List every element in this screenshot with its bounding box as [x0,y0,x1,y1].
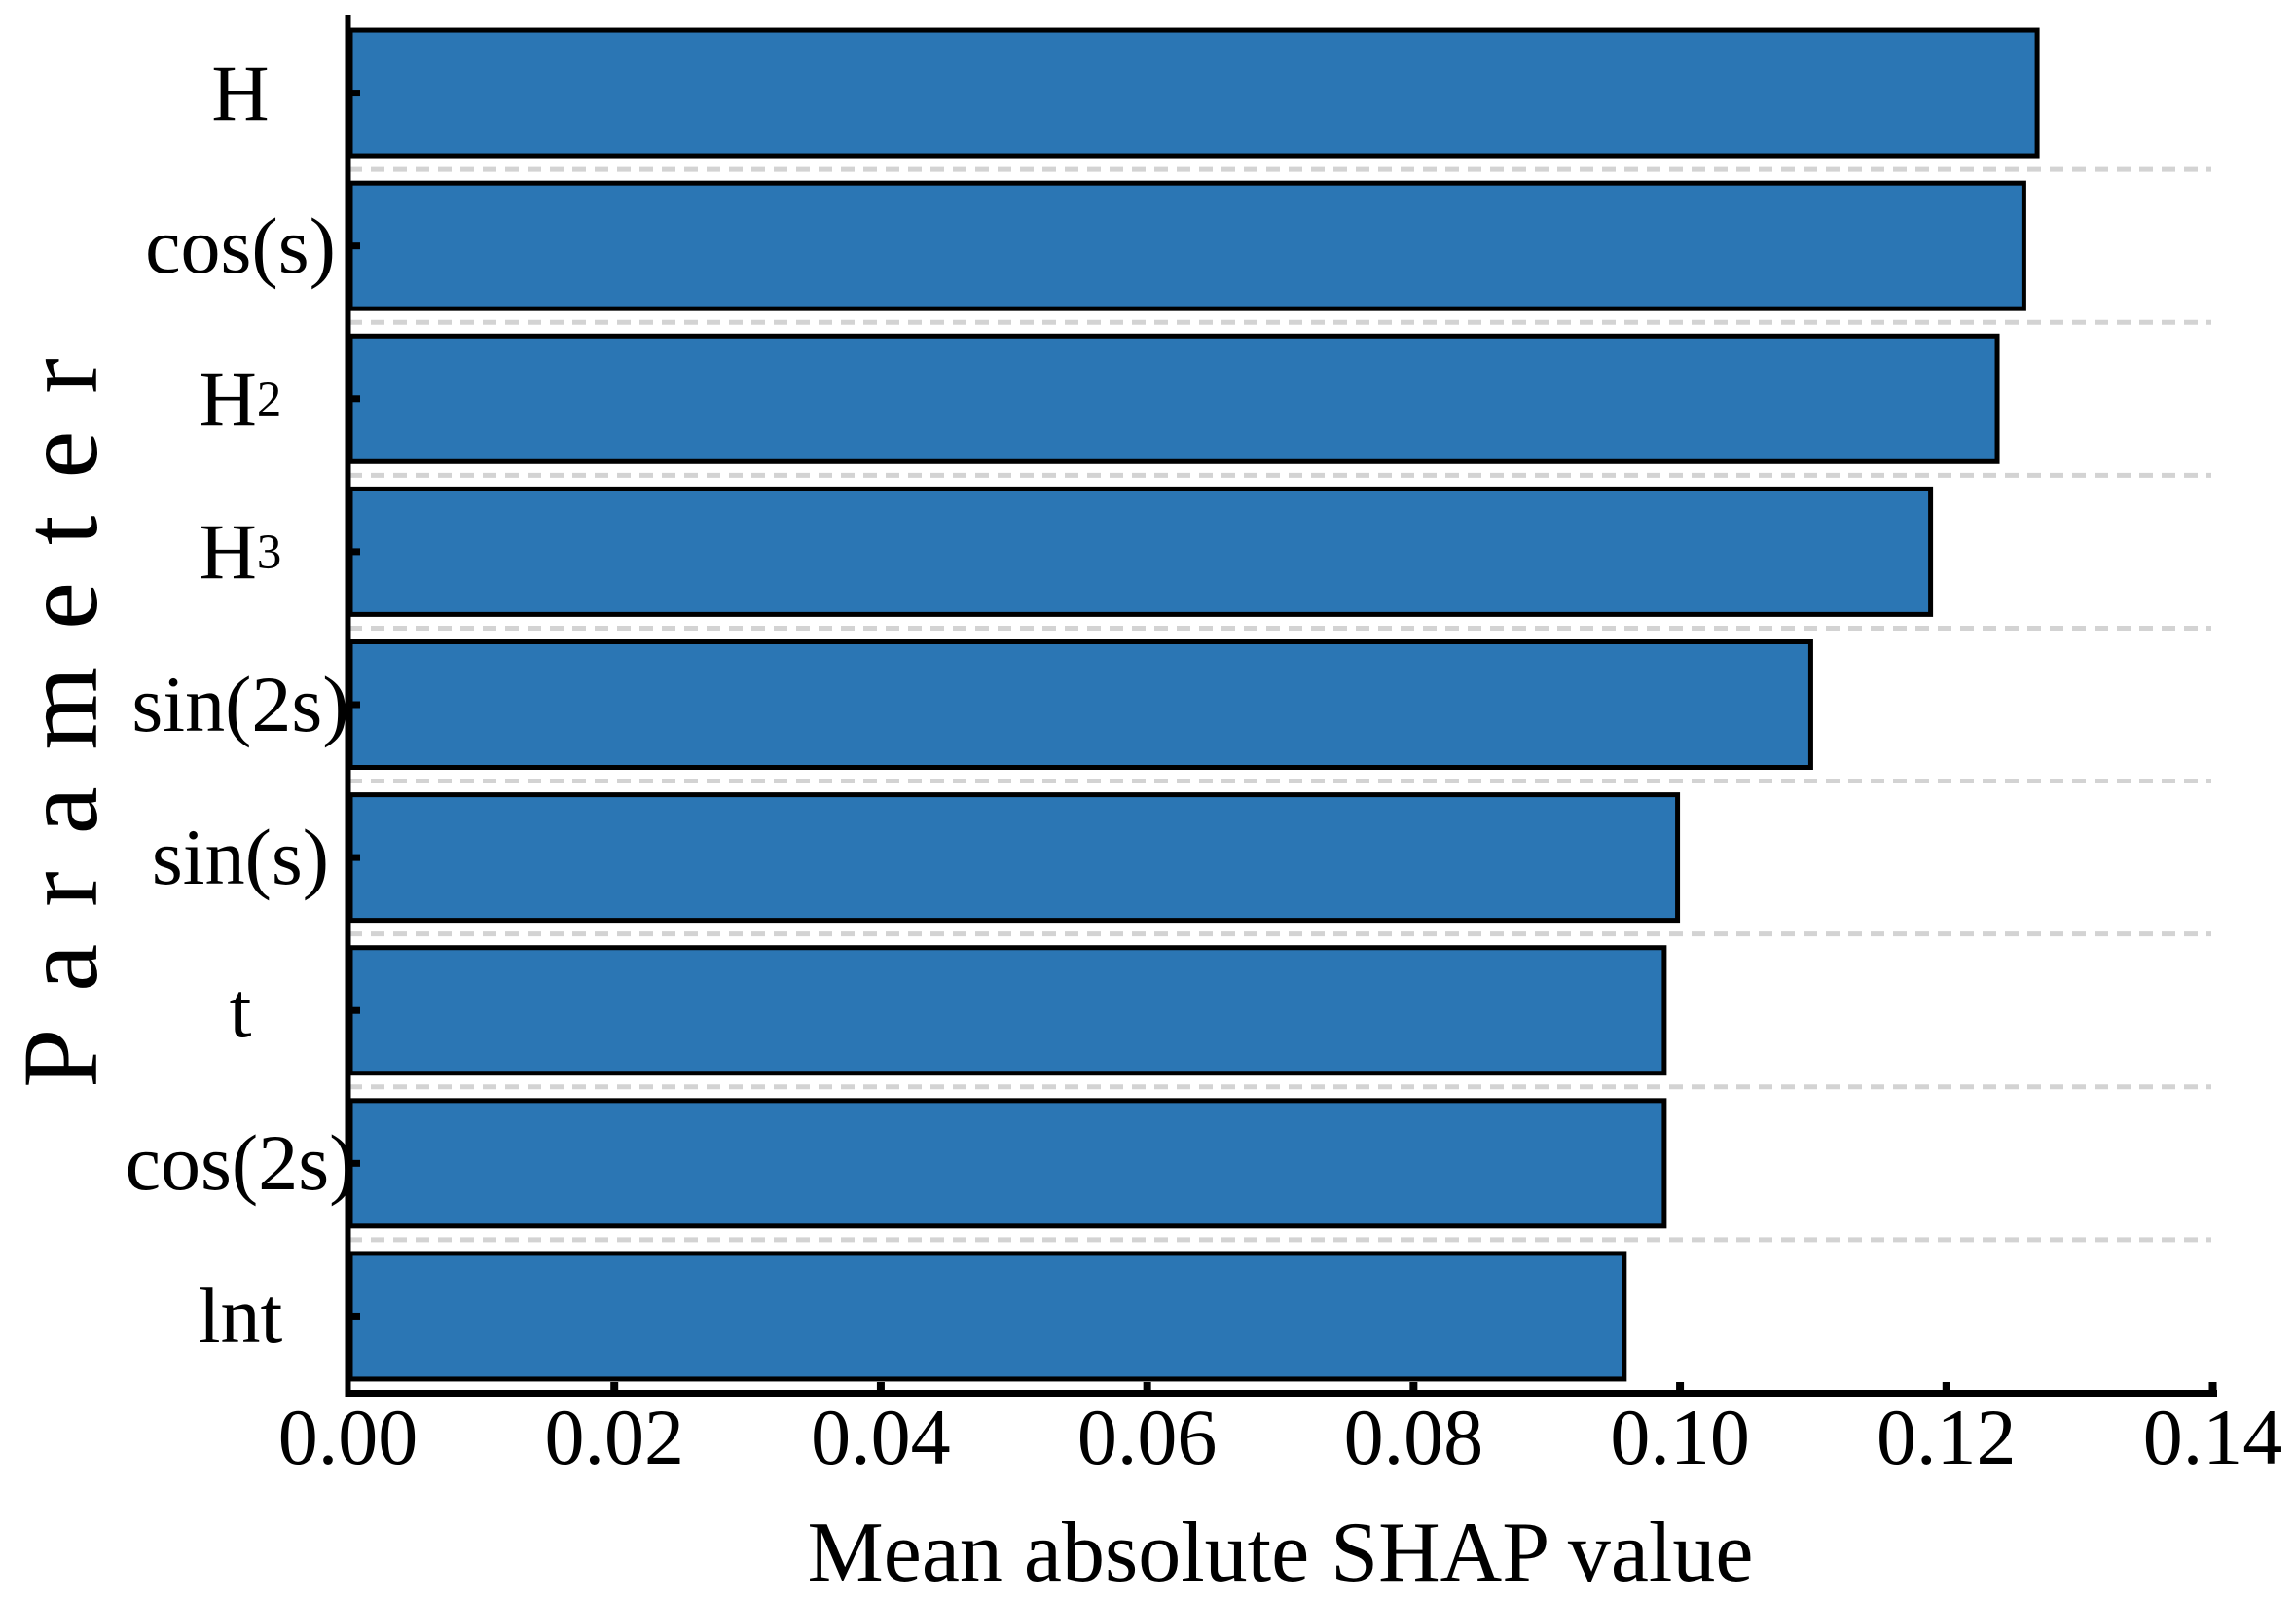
y-tick-label: t [229,965,252,1055]
y-tick [350,1159,360,1167]
bar [347,1098,1667,1229]
bar [347,639,1813,770]
x-tick-label: 0.06 [1076,1393,1218,1481]
y-tick [350,701,360,709]
y-tick-label: sin(s) [151,813,330,902]
bar [347,27,2040,159]
bar [347,792,1681,924]
x-tick-label: 0.14 [2142,1393,2283,1481]
x-tick [1942,1382,1950,1390]
y-axis-title: Parameter [1,321,120,1088]
x-tick [876,1382,885,1390]
x-tick [1143,1382,1151,1390]
y-tick [350,1312,360,1320]
y-tick-label: sin(2s) [131,659,349,748]
y-tick-label: H [211,48,270,137]
x-tick-label: 0.04 [811,1393,951,1481]
bar [347,180,2026,311]
left-spine [345,15,351,1397]
bar [347,333,2000,464]
y-tick-label: cos(2s) [125,1118,356,1208]
y-tick-label: lnt [198,1271,283,1361]
bar [347,945,1667,1076]
x-tick [2208,1382,2217,1390]
bar [347,1251,1627,1382]
y-tick [350,242,360,250]
y-tick [350,395,360,403]
y-tick [350,854,360,861]
x-tick [1676,1382,1685,1390]
bottom-spine [345,1390,2217,1397]
y-tick [350,90,360,97]
y-tick [350,1006,360,1014]
x-axis-title: Mean absolute SHAP value [807,1506,1754,1600]
x-tick [1409,1382,1418,1390]
x-tick-label: 0.10 [1610,1393,1750,1481]
x-tick [610,1382,619,1390]
y-tick [350,548,360,556]
bar [347,486,1934,617]
y-tick-label: cos(s) [145,200,336,290]
x-tick-label: 0.02 [544,1393,684,1481]
x-tick-label: 0.08 [1343,1393,1484,1481]
x-tick-label: 0.00 [277,1393,419,1481]
x-tick-label: 0.12 [1877,1393,2017,1481]
